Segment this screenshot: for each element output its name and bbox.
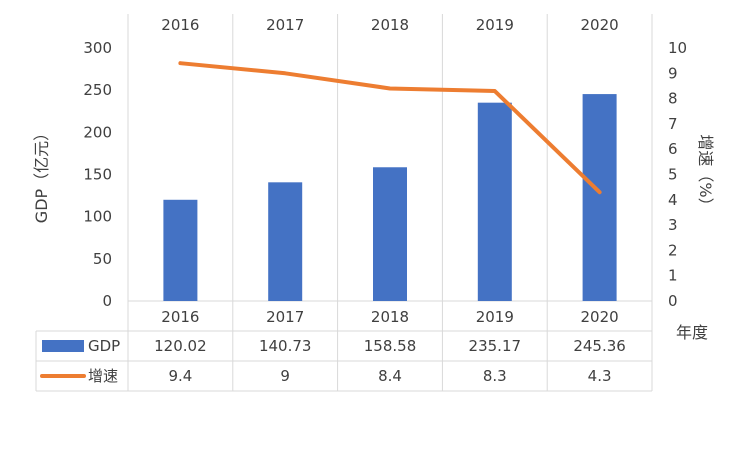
table-value-cell: 120.02	[154, 337, 207, 355]
y2-tick-label: 3	[668, 216, 678, 234]
gdp-bar	[582, 94, 617, 301]
gdp-bar	[477, 102, 512, 301]
y2-tick-label: 0	[668, 292, 678, 310]
top-category-label: 2018	[371, 16, 409, 34]
y-tick-label: 100	[83, 208, 112, 226]
top-category-label: 2016	[161, 16, 199, 34]
table-header-cell: 2019	[476, 308, 514, 326]
y-tick-label: 300	[83, 39, 112, 57]
table-value-cell: 245.36	[573, 337, 626, 355]
y2-tick-label: 5	[668, 166, 678, 184]
table-row-label: 增速	[88, 367, 118, 385]
y2-tick-label: 10	[668, 39, 687, 57]
top-category-label: 2020	[581, 16, 619, 34]
y2-tick-label: 7	[668, 115, 678, 133]
top-category-label: 2019	[476, 16, 514, 34]
left-value-axis: 0 50 100 150 200 250 300	[83, 39, 112, 310]
table-header-cell: 2020	[581, 308, 619, 326]
y2-tick-label: 1	[668, 267, 678, 285]
table-value-cell: 235.17	[469, 337, 522, 355]
y-tick-label: 0	[102, 292, 112, 310]
table-header-cell: 2017	[266, 308, 304, 326]
data-table: 2016 2017 2018 2019 2020 GDP 120.02 140.73 158.5…	[35, 301, 653, 392]
table-value-cell: 8.3	[483, 367, 507, 385]
table-value-cell: 9	[280, 367, 290, 385]
y-tick-label: 50	[93, 250, 112, 268]
y-tick-label: 200	[83, 123, 112, 141]
growth-line-layer	[178, 61, 602, 195]
gdp-bar	[268, 182, 303, 301]
table-value-cell: 8.4	[378, 367, 402, 385]
table-header-cell: 2016	[161, 308, 199, 326]
y-tick-label: 250	[83, 81, 112, 99]
y2-axis-title: 增速（%）	[696, 134, 715, 213]
table-value-cell: 140.73	[259, 337, 312, 355]
table-header-cell: 2018	[371, 308, 409, 326]
y2-tick-label: 8	[668, 90, 678, 108]
table-value-cell: 9.4	[168, 367, 192, 385]
y2-tick-label: 4	[668, 191, 678, 209]
gdp-bar	[373, 167, 407, 301]
table-row-label: GDP	[88, 337, 120, 355]
y-tick-label: 150	[83, 166, 112, 184]
y-axis-title: GDP（亿元）	[32, 125, 51, 223]
top-category-label: 2017	[266, 16, 304, 34]
table-value-cell: 4.3	[588, 367, 612, 385]
top-category-axis: 2016 2017 2018 2019 2020	[161, 16, 618, 34]
y2-tick-label: 6	[668, 140, 678, 158]
gdp-bars	[163, 94, 617, 301]
table-value-cell: 158.58	[364, 337, 417, 355]
right-value-axis: 0 1 2 3 4 5 6 7 8 9 10	[668, 39, 687, 310]
x-axis-title: 年度	[676, 323, 708, 342]
legend-key-gdp	[42, 340, 84, 352]
y2-tick-label: 9	[668, 64, 678, 82]
y2-tick-label: 2	[668, 241, 678, 259]
gdp-bar	[163, 199, 198, 301]
